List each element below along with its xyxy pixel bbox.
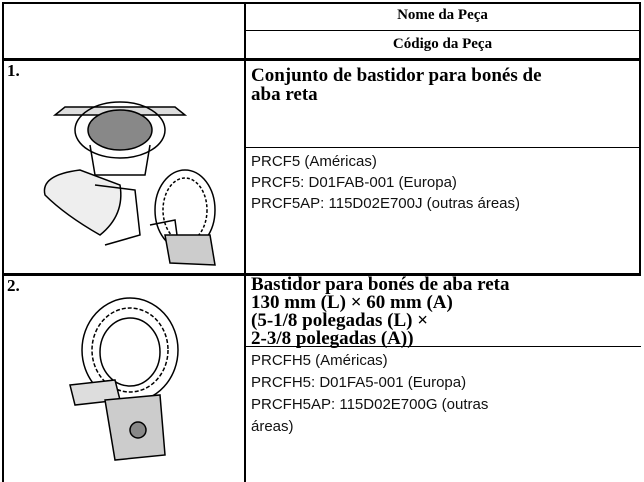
hoop-set-illustration <box>43 101 216 266</box>
title-line: 130 mm (L) × 60 mm (A) <box>251 292 453 313</box>
border <box>244 2 246 482</box>
title-line: (5-1/8 polegadas (L) × <box>251 310 429 331</box>
title-line: Bastidor para bonés de aba reta <box>251 274 510 295</box>
border <box>2 2 4 482</box>
body-line: PRCFH5AP: 115D02E700G (outras <box>251 396 489 413</box>
item-body: PRCF5 (Américas) PRCF5: D01FAB-001 (Euro… <box>251 151 636 214</box>
item-number: 1. <box>7 61 20 80</box>
body-line: PRCFH5 (Américas) <box>251 352 388 369</box>
border <box>2 58 641 61</box>
item-title: Bastidor para bonés de aba reta 130 mm (… <box>251 270 636 348</box>
title-line: aba reta <box>251 84 318 105</box>
hoop-illustration <box>69 297 179 461</box>
border <box>2 273 641 276</box>
item-title: Conjunto de bastidor para bonés de aba r… <box>251 66 636 104</box>
body-line: PRCF5: D01FAB-001 (Europa) <box>251 174 457 191</box>
body-line: PRCF5 (Américas) <box>251 153 377 170</box>
item-body: PRCFH5 (Américas) PRCFH5: D01FA5-001 (Eu… <box>251 350 636 438</box>
border <box>2 2 641 4</box>
body-line: áreas) <box>251 418 294 435</box>
item-number: 2. <box>7 276 20 295</box>
border <box>639 2 641 276</box>
border <box>245 346 641 347</box>
header-text: Nome da Peça <box>397 7 488 23</box>
body-line: PRCFH5: D01FA5-001 (Europa) <box>251 374 467 391</box>
title-line: 2-3/8 polegadas (A)) <box>251 328 414 349</box>
title-line: Conjunto de bastidor para bonés de <box>251 65 542 86</box>
border <box>245 147 641 148</box>
border <box>245 30 641 31</box>
header-text: Código da Peça <box>392 36 493 52</box>
body-line: PRCF5AP: 115D02E700J (outras áreas) <box>251 195 521 212</box>
